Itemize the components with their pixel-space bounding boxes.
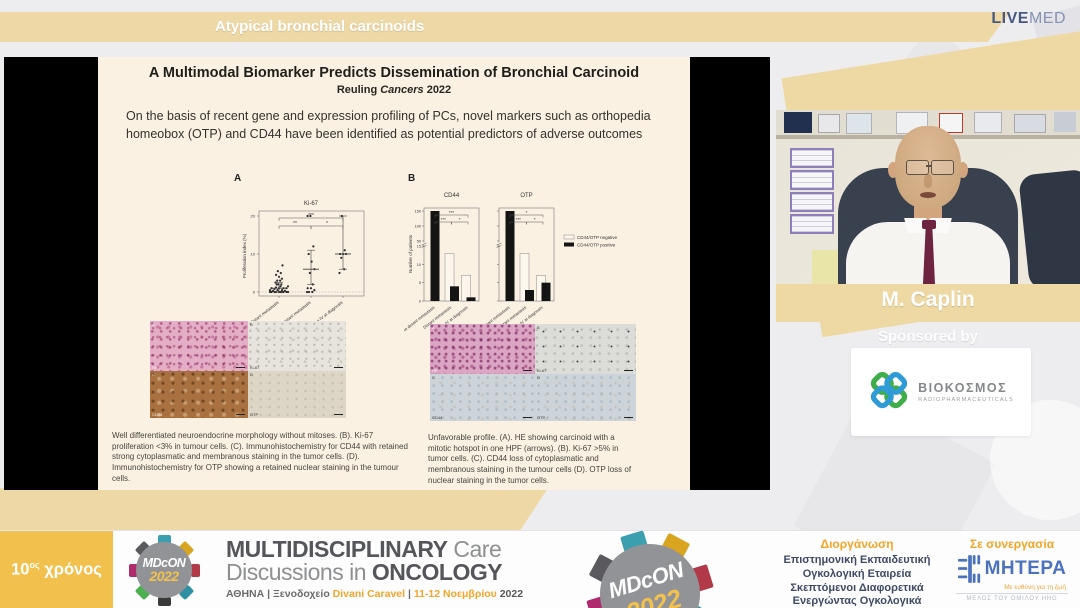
speaker-video-feed — [776, 110, 1080, 284]
svg-text:0: 0 — [253, 290, 256, 295]
histology-tile-ki67: B Ki-67 — [248, 321, 346, 371]
svg-text:5: 5 — [419, 281, 421, 285]
caption-favorable: Well differentiated neuroendocrine morph… — [112, 431, 408, 483]
svg-text:***: *** — [449, 210, 455, 215]
panel-a-label: A — [234, 173, 242, 184]
partner-name: ΜΗΤΕΡΑ — [984, 558, 1067, 579]
mdcon-logo-large: MDcON 2022 — [575, 519, 725, 608]
slide-body-text: On the basis of recent gene and expressi… — [126, 109, 651, 142]
session-title: Atypical bronchial carcinoids — [215, 18, 425, 35]
organizer-block: Διοργάνωση Επιστημονική Εκπαιδευτική Ογκ… — [783, 537, 931, 608]
caption-unfavorable: Unfavorable profile. (A). HE showing car… — [428, 433, 632, 485]
partner-label: Σε συνεργασία — [969, 537, 1055, 551]
mitera-icon — [957, 555, 980, 583]
speaker-name-band — [776, 284, 1080, 322]
svg-text:15: 15 — [417, 245, 421, 249]
footer-banner: 10ος χρόνος MDcON 2022 MULTIDISCIPLINARY… — [0, 530, 1080, 608]
sponsored-by-label: Sponsored by — [877, 328, 978, 345]
subtitle-year: 2022 — [423, 84, 452, 96]
cd44-otp-bar-charts: Number of patients CD44 150 100 50 15 10 5 0 No d… — [401, 181, 654, 333]
anniversary-badge: 10ος χρόνος — [0, 531, 113, 608]
svg-text:50: 50 — [417, 240, 421, 244]
panel-b-label: B — [408, 173, 416, 184]
svg-text:*: * — [534, 217, 536, 222]
svg-text:***: *** — [516, 217, 522, 222]
mdcon-logo: MDcON 2022 — [128, 534, 200, 606]
sponsor-tagline: RADIOPHARMACEUTICALS — [918, 397, 1014, 403]
slide-title: A Multimodal Biomarker Predicts Dissemin… — [148, 65, 640, 81]
congress-title-strong: MULTIDISCIPLINARY — [226, 536, 448, 562]
livemed-logo-bold: LIVE — [991, 10, 1029, 27]
slide-video-frame: A Multimodal Biomarker Predicts Dissemin… — [4, 57, 770, 490]
svg-text:***: *** — [308, 213, 314, 219]
svg-text:*: * — [459, 217, 461, 222]
ki67-scatter-chart: Ki-67 Proliferation index (%) 0 10 20 No dist… — [234, 181, 384, 331]
congress-title: MULTIDISCIPLINARY Care Discussions in ON… — [226, 536, 524, 601]
histology-panel-favorable: A HE B Ki-67 C CD44 D OTP — [150, 321, 346, 421]
svg-text:OTP: OTP — [520, 193, 532, 199]
glasses — [906, 160, 929, 175]
svg-text:CD44/OTP negative: CD44/OTP negative — [577, 235, 618, 240]
partner-block: Σε συνεργασία ΜΗΤΕΡΑ Με ευθύνη για τη ζω… — [950, 537, 1074, 602]
histology-tile-cd44: C CD44 — [150, 371, 248, 418]
histology-tile-he: A HE — [430, 324, 535, 374]
histology-tile-ki67: B Ki-67 — [535, 324, 636, 374]
histology-tile-otp: D OTP — [248, 371, 346, 418]
partner-subtext: ΜΕΛΟΣ ΤΟΥ ΟΜΙΛΟΥ HHG — [966, 596, 1058, 602]
svg-text:CD44/OTP positive: CD44/OTP positive — [577, 243, 616, 248]
sponsor-card: ΒΙΟΚΟΣΜΟΣ RADIOPHARMACEUTICALS — [851, 348, 1031, 436]
svg-text:**: ** — [293, 221, 297, 227]
histology-tile-cd44: C CD44 — [430, 374, 535, 421]
presentation-slide: A Multimodal Biomarker Predicts Dissemin… — [98, 57, 690, 490]
svg-text:*: * — [326, 221, 328, 227]
tan-strip — [0, 488, 548, 530]
histology-panel-unfavorable: A HE B Ki-67 C CD44 D OTP — [430, 324, 636, 421]
slide-subtitle: Reuling Cancers 2022 — [98, 84, 690, 96]
svg-text:0: 0 — [419, 300, 421, 304]
histology-tile-he: A HE — [150, 321, 248, 371]
biokosmos-icon — [870, 371, 908, 409]
subtitle-author: Reuling — [336, 84, 381, 96]
svg-text:150: 150 — [415, 210, 421, 214]
session-title-banner: Atypical bronchial carcinoids — [0, 12, 1010, 42]
svg-text:Proliferation index (%): Proliferation index (%) — [242, 233, 247, 278]
svg-text:100: 100 — [415, 225, 421, 229]
svg-text:Ki-67: Ki-67 — [304, 201, 319, 207]
congress-location: ΑΘΗΝΑ | Ξενοδοχείο Divani Caravel | 11-1… — [226, 588, 524, 600]
speaker-name: M. Caplin — [881, 288, 975, 311]
histology-tile-otp: D OTP — [535, 374, 636, 421]
svg-text:20: 20 — [251, 214, 256, 219]
svg-text:10: 10 — [251, 252, 256, 257]
svg-text:Number of patients: Number of patients — [408, 234, 413, 273]
svg-text:***: *** — [441, 217, 447, 222]
svg-text:*: * — [526, 210, 528, 215]
subtitle-journal: Cancers — [380, 84, 424, 96]
livemed-logo: LIVEMED — [991, 10, 1066, 28]
sponsor-name: ΒΙΟΚΟΣΜΟΣ — [918, 381, 1008, 395]
livemed-logo-light: MED — [1028, 10, 1066, 27]
organizer-label: Διοργάνωση — [820, 537, 894, 551]
svg-text:10: 10 — [417, 263, 421, 267]
svg-text:CD44: CD44 — [444, 193, 460, 199]
partner-tagline: Με ευθύνη για τη ζωή — [1004, 584, 1066, 591]
